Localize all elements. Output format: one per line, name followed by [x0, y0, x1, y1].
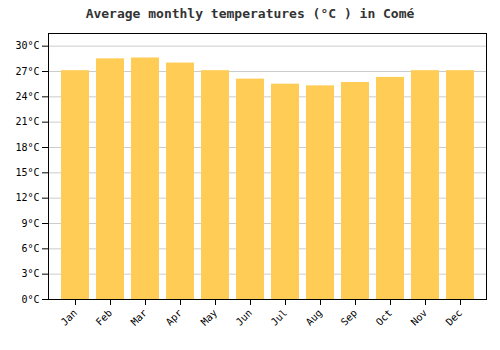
svg-text:6°C: 6°C	[21, 243, 39, 254]
svg-text:Oct: Oct	[374, 307, 395, 328]
svg-text:Jun: Jun	[234, 307, 255, 328]
svg-text:Jan: Jan	[59, 307, 80, 328]
svg-text:24°C: 24°C	[15, 91, 39, 102]
svg-text:9°C: 9°C	[21, 218, 39, 229]
svg-text:27°C: 27°C	[15, 66, 39, 77]
svg-text:30°C: 30°C	[15, 40, 39, 51]
svg-text:15°C: 15°C	[15, 167, 39, 178]
svg-text:May: May	[199, 307, 220, 328]
svg-text:Mar: Mar	[129, 307, 150, 328]
svg-text:Sep: Sep	[339, 307, 360, 328]
svg-text:3°C: 3°C	[21, 268, 39, 279]
svg-text:Nov: Nov	[409, 307, 430, 328]
svg-text:Dec: Dec	[444, 307, 465, 328]
svg-text:21°C: 21°C	[15, 116, 39, 127]
svg-text:0°C: 0°C	[21, 294, 39, 305]
html-text:Average monthly temperatures (: Average monthly temperatures (°C ) in Co…	[85, 6, 415, 21]
svg-text:18°C: 18°C	[15, 142, 39, 153]
svg-text:12°C: 12°C	[15, 192, 39, 203]
svg-text:Aug: Aug	[304, 307, 325, 328]
svg-text:Apr: Apr	[164, 307, 185, 328]
svg-text:Jul: Jul	[269, 307, 290, 328]
svg-text:Feb: Feb	[94, 307, 115, 328]
